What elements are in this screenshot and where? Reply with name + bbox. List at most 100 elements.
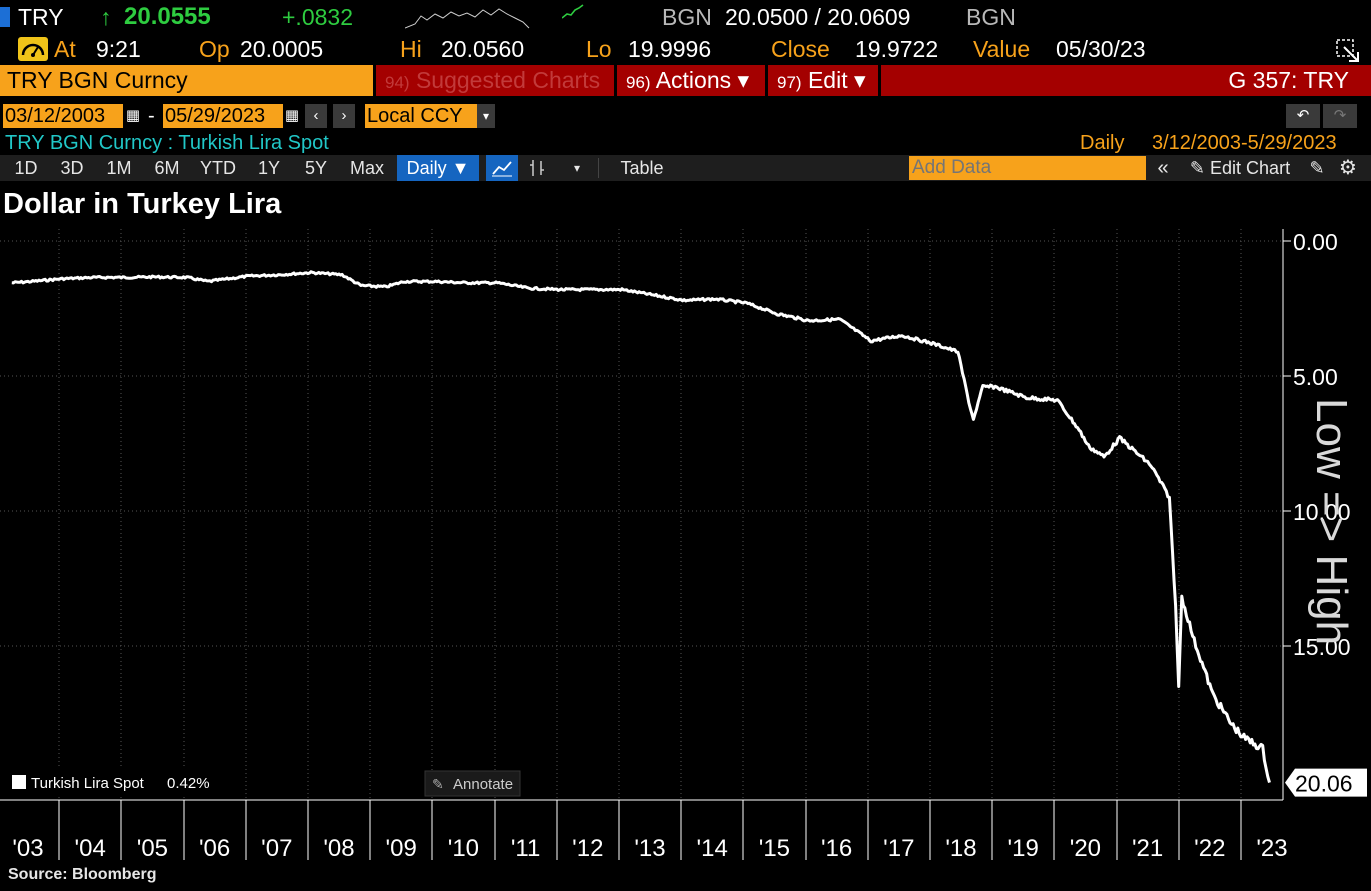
annotate-label: Annotate [453,776,513,793]
chart-labels: 0.00 5.00 10.00 15.00 '03 '04 '05 '06 '07 '08 '09 '… [2,229,1367,862]
high-value: 20.0560 [441,36,525,62]
security-marker [0,7,10,27]
actions-menu[interactable]: 96) Actions ▾ [617,65,765,96]
date-range-label: 3/12/2003-5/29/2023 [1152,132,1337,154]
suggested-charts-num: 94) [385,73,410,92]
prev-period-button[interactable]: ‹ [305,104,327,128]
close-label: Close [771,36,830,62]
chart-grid [0,229,1283,800]
function-code: G 357: TRY [1228,67,1349,93]
annotate-button[interactable] [424,770,521,797]
y-tick-label: 0.00 [1293,229,1338,255]
intraday-sparkline-icon [405,8,530,29]
price-change: +.0832 [282,4,353,30]
x-tick-label: '15 [759,835,790,862]
suggested-charts-menu[interactable]: 94) Suggested Charts [376,65,614,96]
ticker: TRY [18,4,64,30]
calendar-icon[interactable]: ▦ [125,107,141,124]
chevron-down-icon[interactable]: ▾ [573,161,581,175]
close-value: 19.9722 [855,36,939,62]
chevron-down-icon: ▾ [477,104,495,128]
x-tick-label: '07 [261,835,292,862]
low-value: 19.9996 [628,36,712,62]
x-tick-label: '23 [1256,835,1287,862]
x-tick-label: '20 [1070,835,1101,862]
x-tick-label: '03 [12,835,43,862]
period-1y-button[interactable]: 1Y [257,158,281,178]
up-arrow-icon: ↑ [100,4,112,30]
menu-bar: TRY BGN Curncy 94) Suggested Charts 96) … [0,65,1371,96]
period-1m-button[interactable]: 1M [106,158,132,178]
redo-icon[interactable]: ↷ [1323,104,1357,128]
next-period-button[interactable]: › [333,104,355,128]
x-tick-label: '11 [511,835,541,862]
x-tick-label: '22 [1194,835,1225,862]
legend-change: 0.42% [167,775,210,792]
edit-menu[interactable]: 97) Edit ▾ [768,65,878,96]
collapse-icon[interactable]: « [1157,157,1169,179]
calendar-icon[interactable]: ▦ [284,107,300,124]
source-note: Source: Bloomberg [8,866,157,883]
end-date-field[interactable]: 05/29/2023 [163,104,283,128]
bid-ask: 20.0500 / 20.0609 [725,4,911,30]
edit-chart-button[interactable]: ✎ Edit Chart [1180,155,1300,181]
legend-box [2,769,214,797]
security-name: TRY BGN Curncy : Turkish Lira Spot [5,132,329,154]
table-button[interactable]: Table [620,158,664,178]
y-tick-label: 15.00 [1293,634,1351,660]
open-label: Op [199,36,230,62]
undo-icon[interactable]: ↶ [1286,104,1320,128]
candlestick-icon[interactable] [520,155,554,181]
chart-edit-icon[interactable]: ✎ [1309,158,1325,178]
add-data-input[interactable] [909,156,1146,180]
chart-toolbar: 1D 3D 1M 6M YTD 1Y 5Y Max Daily ▼ ▾ Tabl… [0,155,1371,181]
source-left: BGN [662,4,712,30]
frequency-label: Daily [1080,132,1125,154]
x-tick-label: '12 [572,835,603,862]
suggested-charts-label: Suggested Charts [415,67,601,93]
quote-line-1: TRY ↑ 20.0555 +.0832 BGN 20.0500 / 20.06… [0,0,1371,34]
y-tick-label: 10.00 [1293,499,1351,525]
gauge-icon[interactable] [18,37,48,61]
currency-dropdown[interactable]: Local CCY ▾ [365,104,495,128]
last-price: 20.0555 [124,3,211,30]
period-6m-button[interactable]: 6M [154,158,180,178]
source-right: BGN [966,4,1016,30]
period-ytd-button[interactable]: YTD [200,158,236,178]
edit-chart-label: Edit Chart [1210,158,1291,178]
line-chart-icon[interactable] [486,155,518,181]
date-dash: - [148,105,155,127]
pop-out-icon[interactable] [1334,37,1362,63]
x-tick-label: '06 [199,835,230,862]
last-value-label: 20.06 [1295,771,1353,797]
period-5y-button[interactable]: 5Y [304,158,328,178]
security-field[interactable]: TRY BGN Curncy [0,65,373,96]
date-range-row: 03/12/2003 ▦ - 05/29/2023 ▦ ‹ › Local CC… [0,104,1371,128]
start-date-field[interactable]: 03/12/2003 [3,104,123,128]
high-label: Hi [400,36,422,62]
x-tick-label: '10 [448,835,479,862]
value-date: 05/30/23 [1056,36,1146,62]
x-tick-label: '14 [697,835,728,862]
frequency-dropdown[interactable]: Daily ▼ [397,155,479,181]
x-tick-label: '04 [75,835,106,862]
edit-label: Edit ▾ [807,67,866,93]
gear-icon[interactable]: ⚙ [1339,157,1357,179]
series-line-turkish-lira-spot [11,270,1271,784]
currency-label: Local CCY [367,105,463,127]
low-label: Lo [586,36,612,62]
y-axis-label: Low => High [1307,398,1356,645]
x-tick-label: '13 [634,835,665,862]
chart-title: Dollar in Turkey Lira [3,188,282,220]
period-3d-button[interactable]: 3D [60,158,84,178]
pencil-icon: ✎ [1189,158,1206,178]
edit-num: 97) [777,73,802,92]
period-max-button[interactable]: Max [349,158,384,178]
time-label: At [54,36,76,62]
chart-axes [0,229,1291,860]
period-1d-button[interactable]: 1D [14,158,38,178]
security-line: TRY BGN Curncy : Turkish Lira Spot Daily… [0,131,1371,155]
trend-sparkline-icon [562,4,584,19]
actions-num: 96) [626,73,651,92]
